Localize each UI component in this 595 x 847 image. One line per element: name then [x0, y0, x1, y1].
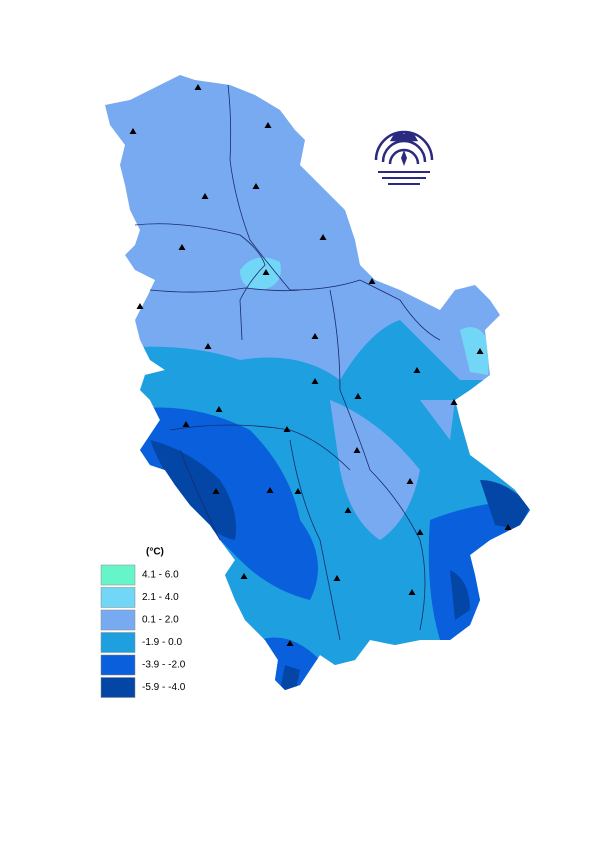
legend-label: 4.1 - 6.0 [142, 570, 179, 581]
legend-label: -3.9 - -2.0 [142, 660, 186, 671]
legend-swatch [100, 632, 136, 653]
legend-title: (°C) [146, 547, 164, 558]
legend-swatch [100, 564, 136, 586]
zone-fill [150, 440, 530, 690]
legend-label: -1.9 - 0.0 [142, 637, 182, 648]
rivers [134, 84, 441, 641]
zone-fill [330, 400, 455, 540]
zone-fill [240, 257, 490, 375]
zone-fill [130, 407, 530, 690]
legend: (°C) 4.1 - 6.0 2.1 - 4.0 0.1 - 2.0 -1.9 - 0… [100, 547, 186, 698]
legend-label: 2.1 - 4.0 [142, 592, 179, 603]
legend-swatch [100, 609, 136, 631]
legend-label: -5.9 - -4.0 [142, 682, 186, 693]
logo [374, 130, 434, 185]
legend-swatch [100, 677, 136, 698]
legend-swatch [100, 587, 136, 608]
legend-swatch [100, 654, 136, 676]
legend-label: 0.1 - 2.0 [142, 615, 179, 626]
